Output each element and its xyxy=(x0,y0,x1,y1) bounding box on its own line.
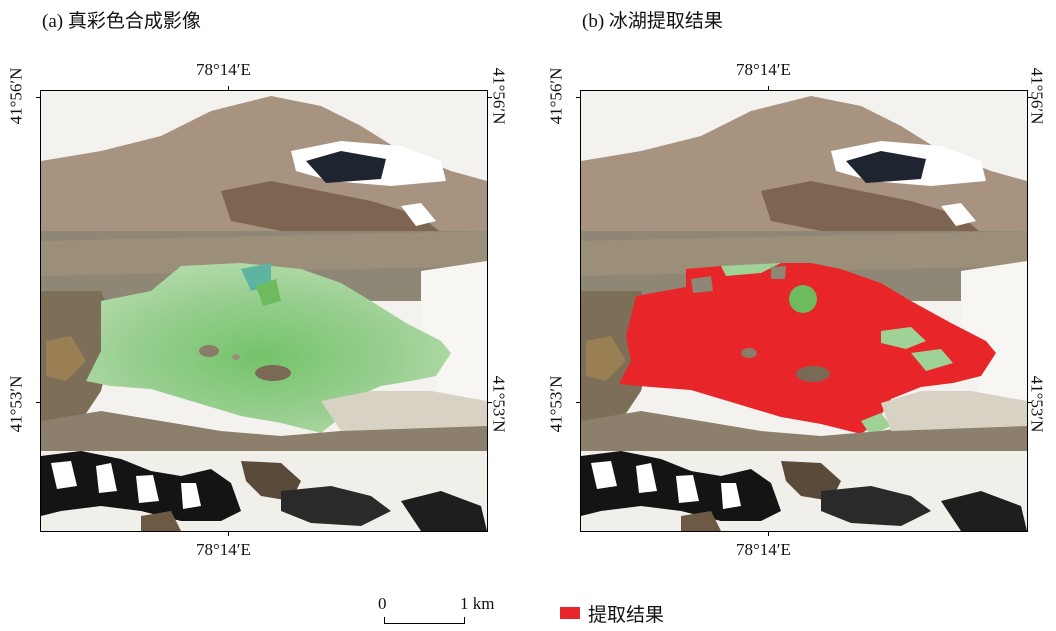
panel-a-imagery xyxy=(41,91,487,531)
panel-b-left-latitude-label-bottom: 41°53′N xyxy=(546,375,566,433)
panel-a-right-tick-bottom xyxy=(487,402,492,403)
panel-a-map xyxy=(40,90,488,532)
panel-b-right-tick-bottom xyxy=(1027,402,1032,403)
panel-b-left-tick-top xyxy=(576,97,581,98)
legend-label: 提取结果 xyxy=(588,604,665,626)
legend-swatch xyxy=(560,607,580,619)
panel-b-bottom-longitude-label: 78°14′E xyxy=(736,540,791,559)
panel-b-bottom-tick xyxy=(768,531,769,536)
panel-a-left-latitude-label-bottom: 41°53′N xyxy=(6,375,26,433)
panel-a-left-tick-top xyxy=(36,97,41,98)
panel-b-left-latitude-label-top: 41°56′N xyxy=(546,67,566,125)
scale-bar-end-label: 1 km xyxy=(460,594,495,613)
panel-b-top-tick xyxy=(768,86,769,91)
panel-b-right-latitude-label-top: 41°56′N xyxy=(1027,67,1047,125)
extraction-result-area xyxy=(619,263,996,434)
panel-a-bottom-tick xyxy=(228,531,229,536)
panel-a-right-latitude-label-bottom: 41°53′N xyxy=(489,375,509,433)
scale-bar-left-tick xyxy=(384,617,385,623)
panel-a-right-latitude-label-top: 41°56′N xyxy=(489,67,509,125)
panel-b-map xyxy=(580,90,1028,532)
panel-a-top-longitude-label: 78°14′E xyxy=(196,60,251,79)
scale-bar-line xyxy=(384,623,465,624)
scale-bar: 0 1 km xyxy=(378,594,494,624)
scale-bar-start-label: 0 xyxy=(378,594,387,613)
panel-a-left-tick-bottom xyxy=(36,402,41,403)
panel-a-bottom-longitude-label: 78°14′E xyxy=(196,540,251,559)
panel-a-title: (a) 真彩色合成影像 xyxy=(42,11,201,32)
legend: 提取结果 xyxy=(560,600,664,626)
panel-b-top-longitude-label: 78°14′E xyxy=(736,60,791,79)
panel-a-left-latitude-label-top: 41°56′N xyxy=(6,67,26,125)
panel-a-right-tick-top xyxy=(487,97,492,98)
panel-b-right-tick-top xyxy=(1027,97,1032,98)
scale-bar-right-tick xyxy=(464,617,465,623)
panel-a-top-tick xyxy=(228,86,229,91)
panel-b-imagery xyxy=(581,91,1027,531)
panel-b-right-latitude-label-bottom: 41°53′N xyxy=(1027,375,1047,433)
panel-b-left-tick-bottom xyxy=(576,402,581,403)
panel-b-title: (b) 冰湖提取结果 xyxy=(582,11,723,32)
